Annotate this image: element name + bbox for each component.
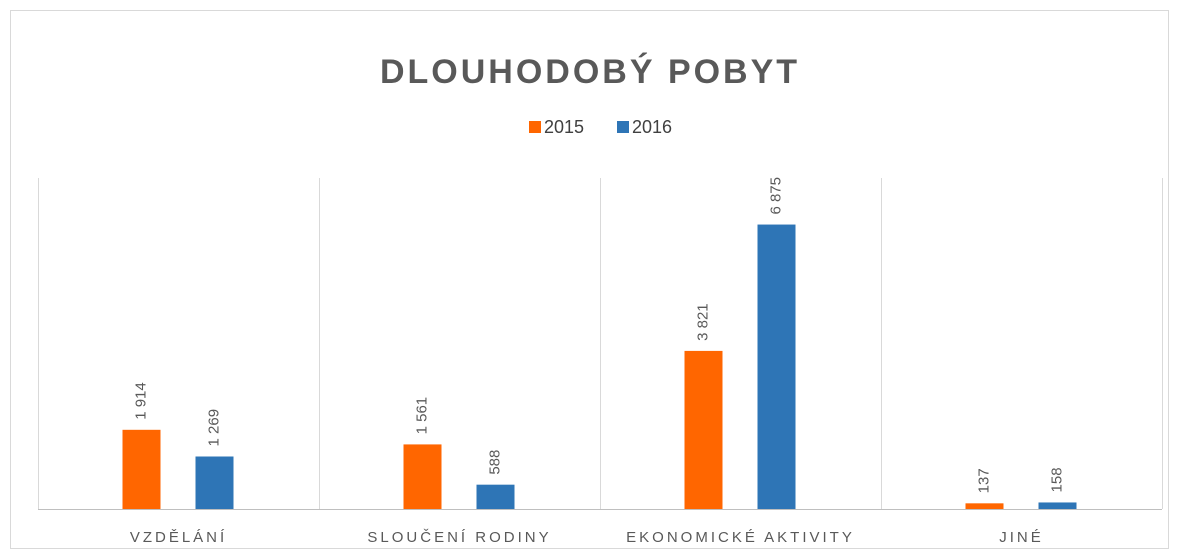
bar	[476, 484, 515, 509]
legend-swatch	[617, 121, 629, 133]
bar	[965, 503, 1004, 509]
data-label: 158	[1048, 467, 1065, 492]
x-tick-label: EKONOMICKÉ AKTIVITY	[626, 529, 855, 546]
data-label: 1 561	[413, 397, 430, 435]
x-tick-label: JINÉ	[999, 529, 1044, 546]
legend-label: 2016	[632, 117, 672, 137]
bar	[195, 456, 234, 509]
bar	[122, 429, 161, 509]
data-label: 1 269	[205, 409, 222, 447]
x-tick-label: VZDĚLÁNÍ	[130, 529, 227, 546]
bar	[403, 444, 442, 509]
chart-border	[10, 10, 1169, 549]
data-label: 1 914	[132, 382, 149, 420]
bar	[684, 350, 723, 509]
legend-label: 2015	[544, 117, 584, 137]
data-label: 6 875	[767, 177, 784, 215]
chart-title: DLOUHODOBÝ POBYT	[380, 53, 800, 91]
x-tick-label: SLOUČENÍ RODINY	[367, 529, 551, 546]
data-label: 137	[975, 468, 992, 493]
bar	[1038, 502, 1077, 509]
legend-swatch	[529, 121, 541, 133]
bar	[757, 224, 796, 509]
data-label: 3 821	[694, 303, 711, 341]
data-label: 588	[486, 450, 503, 475]
